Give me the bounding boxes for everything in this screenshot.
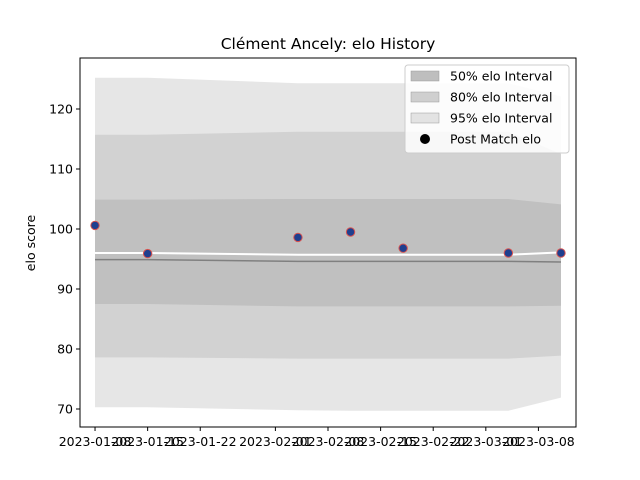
x-tick-label: 2023-01-15	[111, 434, 184, 449]
post-match-point-final	[556, 248, 566, 258]
legend-swatch	[410, 70, 440, 82]
post-match-point	[503, 248, 514, 258]
post-match-point	[345, 227, 356, 237]
legend-label: 95% elo Interval	[450, 111, 552, 126]
legend-box	[404, 64, 570, 154]
x-tick-label: 2023-03-01	[449, 434, 522, 449]
y-tick-label: 100	[49, 222, 73, 237]
median-line	[95, 258, 561, 263]
legend-swatch	[410, 112, 440, 124]
plot-area	[90, 77, 566, 411]
axes: 7080901001101202023-01-082023-01-152023-…	[49, 57, 577, 449]
y-tick-label: 70	[57, 402, 73, 417]
legend: 50% elo Interval 80% elo Interval 95% elo …	[404, 64, 570, 154]
post-match-point	[293, 232, 303, 243]
legend-marker	[420, 134, 430, 144]
x-tick-label: 2023-03-08	[502, 434, 575, 449]
x-tick-label: 2023-02-01	[239, 434, 312, 449]
x-tick-label: 2023-02-15	[344, 434, 417, 449]
x-tick-label: 2023-01-22	[164, 434, 237, 449]
post-match-point	[398, 243, 408, 253]
legend-label: 80% elo Interval	[450, 90, 552, 105]
x-tick-label: 2023-02-22	[397, 434, 470, 449]
x-tick-label: 2023-02-08	[292, 434, 365, 449]
y-tick-label: 90	[57, 282, 73, 297]
band-50-percent	[95, 199, 561, 307]
legend-label: Post Match elo	[450, 132, 541, 147]
y-tick-label: 110	[49, 162, 73, 177]
y-tick-label: 80	[57, 342, 73, 357]
y-tick-label: 120	[49, 102, 73, 117]
post-match-point	[142, 248, 153, 259]
legend-swatch	[410, 91, 440, 103]
legend-label: 50% elo Interval	[450, 69, 552, 84]
post-match-point	[90, 220, 100, 231]
y-axis-label: elo score	[23, 215, 38, 272]
chart-title: Clément Ancely: elo History	[221, 35, 436, 53]
x-tick-label: 2023-01-08	[59, 434, 132, 449]
